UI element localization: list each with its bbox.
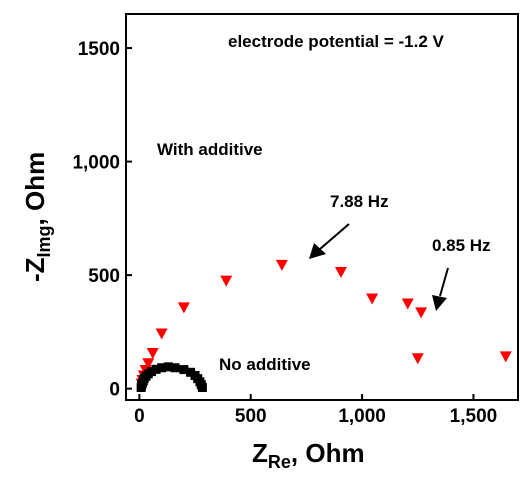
annotation-no-additive: No additive bbox=[219, 355, 311, 374]
with-additive-point bbox=[275, 259, 288, 271]
annotation-with-additive: With additive bbox=[157, 140, 263, 159]
x-tick-label: 500 bbox=[235, 406, 267, 427]
y-tick-label: 500 bbox=[88, 266, 120, 287]
with-additive-point bbox=[415, 307, 428, 319]
no-additive-point bbox=[170, 363, 180, 373]
with-additive-point bbox=[401, 298, 414, 310]
y-axis-title: -ZImg, Ohm bbox=[20, 152, 54, 282]
x-tick-label: 1,500 bbox=[450, 406, 498, 427]
no-additive-point bbox=[151, 364, 161, 374]
annotation-7-88-hz: 7.88 Hz bbox=[330, 192, 389, 211]
y-axis-title-subscript: Img bbox=[34, 225, 54, 257]
with-additive-point bbox=[334, 266, 347, 278]
annotation-0-85-hz: 0.85 Hz bbox=[432, 236, 491, 255]
arrow-7-88-hz bbox=[309, 223, 350, 259]
y-tick-label: 1,000 bbox=[72, 153, 120, 174]
with-additive-point bbox=[366, 293, 379, 305]
y-tick-label: 0 bbox=[109, 380, 120, 401]
no-additive-point bbox=[157, 363, 167, 373]
x-tick-label: 0 bbox=[134, 406, 145, 427]
with-additive-point bbox=[142, 358, 155, 370]
x-tick-label: 1,000 bbox=[338, 406, 386, 427]
no-additive-point bbox=[179, 365, 189, 375]
y-tick-label: 1500 bbox=[78, 39, 120, 60]
annotation-electrode-potential: electrode potential = -1.2 V bbox=[228, 32, 445, 51]
x-axis-title: ZRe, Ohm bbox=[252, 438, 365, 472]
x-axis-title-subscript: Re bbox=[268, 452, 291, 472]
plot-frame bbox=[125, 13, 519, 401]
with-additive-point bbox=[220, 275, 233, 287]
with-additive-point bbox=[499, 351, 512, 363]
arrow-0-85-hz bbox=[432, 267, 449, 311]
with-additive-point bbox=[146, 347, 159, 359]
with-additive-point bbox=[411, 353, 424, 365]
with-additive-point bbox=[177, 302, 190, 314]
no-additive-point bbox=[197, 383, 207, 393]
no-additive-point bbox=[163, 362, 173, 372]
with-additive-point bbox=[155, 328, 168, 340]
